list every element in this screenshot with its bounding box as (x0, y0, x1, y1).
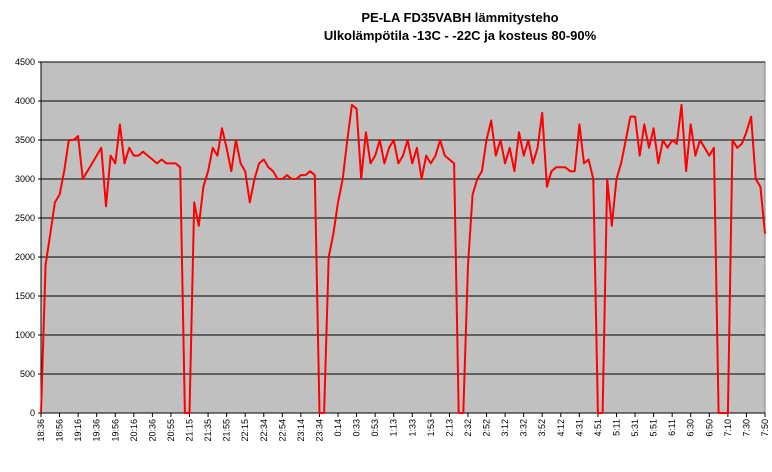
x-tick-label: 5:31 (630, 419, 640, 437)
x-tick-label: 18:56 (55, 419, 65, 442)
x-tick-label: 19:36 (92, 419, 102, 442)
y-tick-label: 4500 (15, 57, 35, 67)
x-tick-label: 20:55 (166, 419, 176, 442)
y-tick-label: 0 (30, 408, 35, 418)
x-tick-label: 6:50 (704, 419, 714, 437)
y-tick-label: 3500 (15, 135, 35, 145)
x-tick-label: 2:52 (482, 419, 492, 437)
x-tick-label: 2:13 (444, 419, 454, 437)
y-tick-label: 2000 (15, 252, 35, 262)
y-tick-label: 500 (20, 369, 35, 379)
x-tick-label: 0:14 (333, 419, 343, 437)
x-tick-label: 4:12 (556, 419, 566, 437)
x-tick-label: 7:30 (741, 419, 751, 437)
x-tick-label: 0:33 (352, 419, 362, 437)
x-tick-label: 3:52 (537, 419, 547, 437)
y-tick-label: 4000 (15, 96, 35, 106)
x-tick-label: 6:30 (686, 419, 696, 437)
x-tick-label: 23:14 (296, 419, 306, 442)
chart-title: PE-LA FD35VABH lämmitysteho (361, 10, 558, 25)
x-tick-label: 19:16 (73, 419, 83, 442)
x-tick-label: 18:36 (36, 419, 46, 442)
x-tick-label: 5:51 (649, 419, 659, 437)
y-tick-label: 1000 (15, 330, 35, 340)
x-tick-label: 2:32 (463, 419, 473, 437)
y-tick-label: 2500 (15, 213, 35, 223)
x-tick-label: 3:12 (500, 419, 510, 437)
plot-area (40, 61, 766, 414)
x-tick-label: 23:34 (314, 419, 324, 442)
x-tick-label: 6:11 (667, 419, 677, 436)
x-tick-label: 0:53 (370, 419, 380, 437)
x-tick-label: 21:15 (185, 419, 195, 442)
x-tick-label: 21:35 (203, 419, 213, 442)
x-tick-label: 7:10 (723, 419, 733, 437)
x-tick-label: 4:51 (593, 419, 603, 437)
line-series (40, 103, 766, 414)
x-tick-label: 22:15 (240, 419, 250, 442)
x-tick-label: 19:56 (110, 419, 120, 442)
y-tick-label: 1500 (15, 291, 35, 301)
x-tick-label: 20:36 (147, 419, 157, 442)
x-tick-label: 21:55 (222, 419, 232, 442)
x-tick-label: 4:31 (574, 419, 584, 437)
x-tick-label: 20:16 (129, 419, 139, 442)
x-tick-label: 3:32 (519, 419, 529, 437)
chart-subtitle: Ulkolämpötila -13C - -22C ja kosteus 80-… (324, 28, 597, 43)
x-tick-label: 22:54 (277, 419, 287, 442)
x-tick-label: 22:34 (259, 419, 269, 442)
x-tick-label: 1:33 (407, 419, 417, 437)
x-tick-label: 5:11 (611, 419, 621, 436)
x-tick-label: 7:50 (760, 419, 770, 437)
y-tick-label: 3000 (15, 174, 35, 184)
x-tick-label: 1:13 (389, 419, 399, 437)
x-tick-label: 1:53 (426, 419, 436, 437)
